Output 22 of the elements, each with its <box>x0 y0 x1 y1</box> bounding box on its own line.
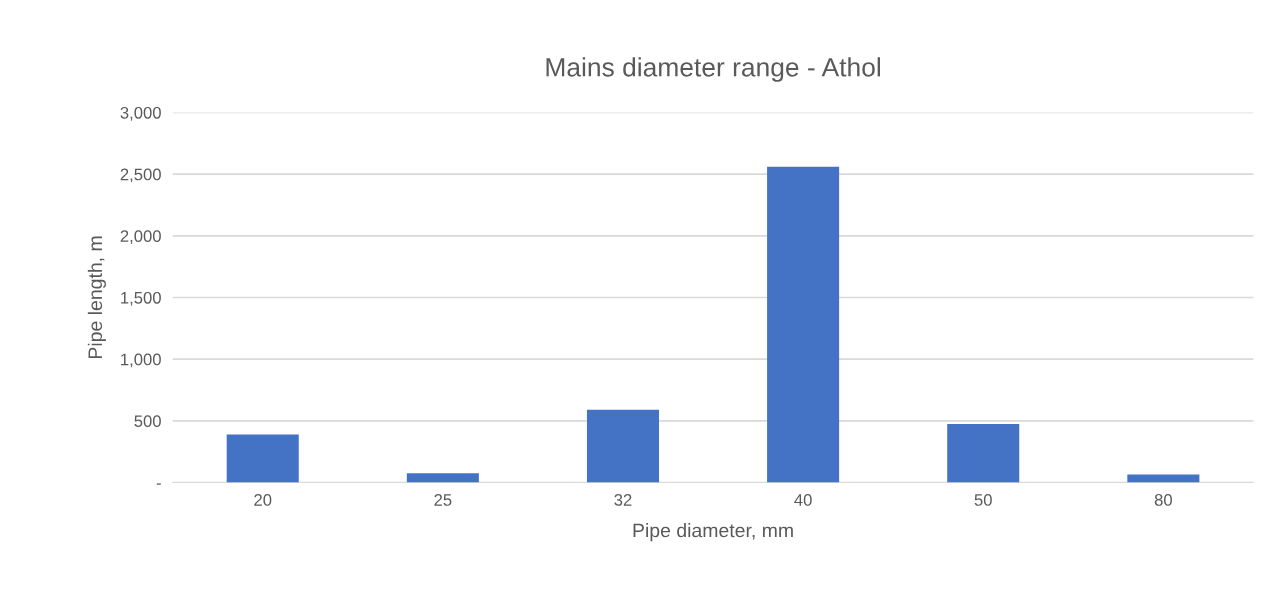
bar <box>586 409 659 483</box>
chart-title: Mains diameter range - Athol <box>546 57 880 82</box>
x-tick-label: 25 <box>434 494 452 506</box>
x-axis-title: Pipe diameter, mm <box>633 523 793 542</box>
x-tick-label: 32 <box>614 494 632 506</box>
bar <box>767 166 840 483</box>
y-axis-title: Pipe length, m <box>87 236 106 359</box>
x-tick-label: 40 <box>794 494 812 506</box>
y-tick-label: - <box>156 483 161 485</box>
bar <box>226 434 299 483</box>
y-tick-label: 500 <box>134 415 161 428</box>
bar <box>1127 474 1200 483</box>
y-tick-label: 3,000 <box>120 106 161 121</box>
y-tick-label: 1,500 <box>121 291 161 306</box>
x-tick-label: 80 <box>1154 494 1172 506</box>
bar <box>947 423 1020 483</box>
y-tick-label: 2,000 <box>120 230 161 244</box>
x-tick-label: 20 <box>254 494 272 506</box>
y-tick-label: 2,500 <box>120 168 161 183</box>
bar <box>406 473 479 483</box>
y-tick-label: 1,000 <box>121 353 161 368</box>
x-tick-label: 50 <box>974 494 992 506</box>
